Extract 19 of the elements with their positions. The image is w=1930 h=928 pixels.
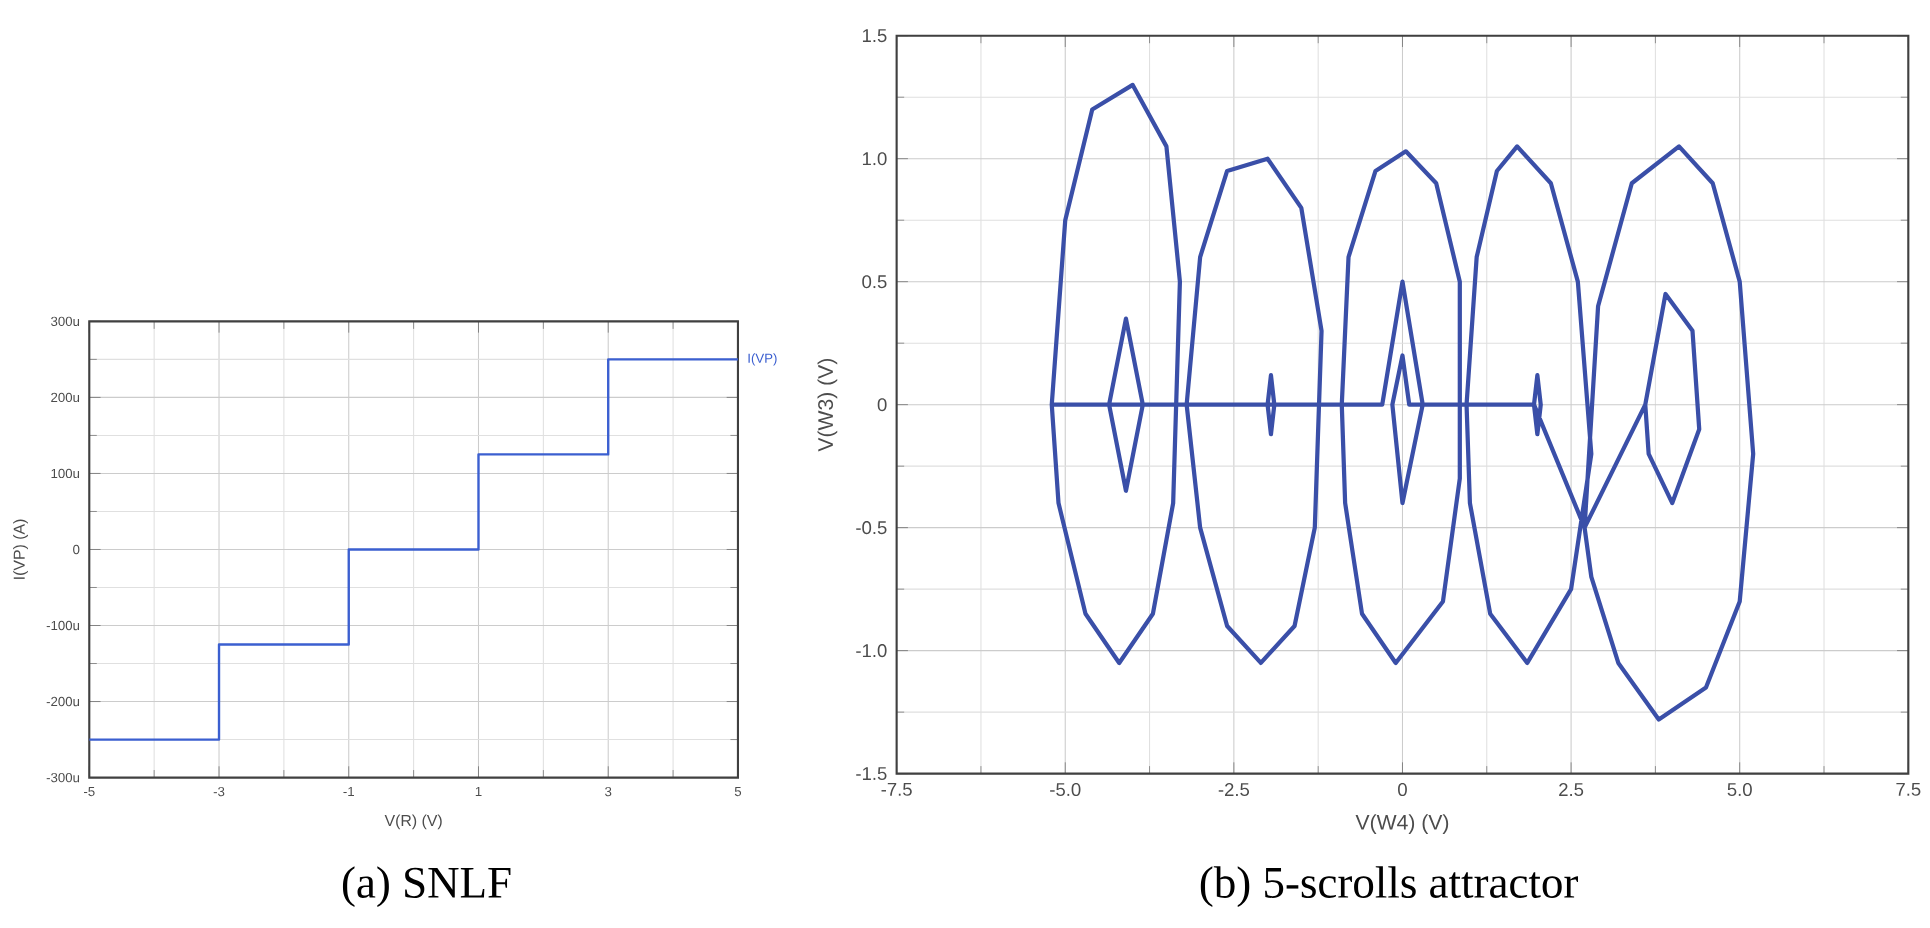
y-axis-title: V(W3) (V) [817,358,838,452]
text: (b) 5-scrolls attractor [1200,866,1578,907]
x-tick-label: 0 [1398,782,1407,796]
y-tick-label: 0 [877,397,887,412]
y-tick-label: -1.5 [856,767,887,780]
x-tick-label: -5.0 [1050,782,1081,796]
y-tick-label: 1.0 [862,152,887,166]
y-tick-label: -1.0 [856,643,887,658]
x-tick-label: -7.5 [881,782,912,796]
x-tick-label: 7.5 [1896,782,1921,796]
x-axis-title: V(W4) (V) [1355,814,1449,834]
line-series [1049,82,1756,722]
y-tick-label: 1.5 [862,29,887,42]
y-tick-label: -0.5 [856,520,887,535]
text: (a) SNLF [342,866,511,907]
x-tick-label: -2.5 [1218,782,1250,796]
y-tick-label: 0.5 [862,274,887,289]
x-tick-label: 2.5 [1559,782,1584,796]
x-tick-label: 5.0 [1727,782,1752,796]
